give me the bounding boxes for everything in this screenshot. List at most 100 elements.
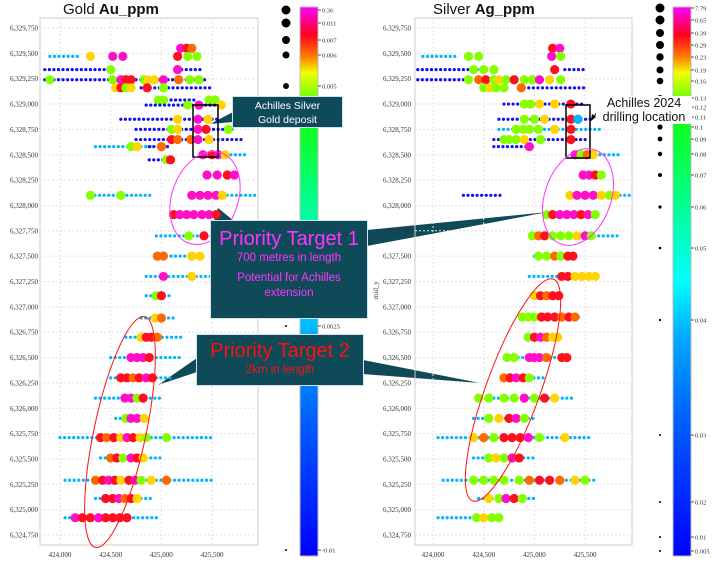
data-point — [204, 134, 214, 145]
data-point — [194, 75, 204, 85]
data-point-small — [443, 67, 447, 72]
data-point — [556, 231, 566, 241]
target1-ellipse-left — [169, 151, 241, 245]
data-point — [580, 190, 590, 200]
data-point — [174, 75, 184, 85]
y-tick-label: 6,328,000 — [383, 202, 412, 210]
data-point-small — [173, 254, 178, 258]
data-point-small — [113, 376, 117, 380]
data-point-small — [118, 355, 122, 360]
data-point — [541, 352, 552, 363]
y-tick-label: 6,329,250 — [383, 75, 412, 83]
size-legend-dot — [655, 15, 665, 25]
data-point-small — [77, 478, 81, 482]
colorbar-tick-label: 0.13 — [695, 95, 706, 102]
data-point-small — [496, 396, 501, 400]
data-point — [499, 393, 509, 403]
data-point — [185, 75, 195, 85]
data-point — [45, 75, 55, 85]
data-point-small — [169, 335, 174, 339]
target1-title: Priority Target 1 — [219, 228, 359, 250]
data-point-small — [489, 193, 493, 197]
x-tick-label: 425,000 — [523, 551, 546, 559]
size-legend-dot — [658, 318, 662, 322]
title-variable: Au_ppm — [99, 1, 159, 18]
data-point — [489, 64, 499, 75]
data-point-small — [506, 127, 510, 131]
data-point-small — [506, 102, 511, 106]
data-point-small — [81, 478, 85, 482]
y-tick-label: 6,325,250 — [383, 481, 412, 489]
data-point-small — [107, 396, 111, 400]
data-point-small — [572, 67, 576, 72]
data-point-small — [47, 67, 51, 72]
data-point-small — [541, 376, 545, 380]
data-point-small — [582, 436, 586, 440]
data-point — [556, 51, 566, 61]
data-point — [527, 75, 537, 85]
data-point-small — [163, 355, 168, 360]
data-point-small — [584, 127, 588, 131]
data-point — [509, 393, 519, 403]
data-point — [514, 475, 524, 485]
y-tick-label: 6,328,500 — [10, 151, 39, 159]
data-point — [563, 271, 573, 282]
data-point-small — [163, 376, 168, 380]
data-point — [596, 170, 606, 180]
data-point-small — [493, 193, 497, 197]
data-point-small — [563, 86, 567, 90]
data-point-small — [93, 78, 97, 82]
data-point — [222, 170, 232, 180]
data-point — [499, 83, 509, 93]
data-point — [491, 453, 501, 463]
data-point-small — [615, 234, 619, 238]
callout-line: Achilles Silver — [254, 100, 321, 112]
data-point-small — [169, 98, 173, 102]
data-point-small — [497, 117, 501, 121]
data-point-small — [476, 456, 480, 460]
data-point — [562, 209, 572, 220]
data-point-small — [225, 137, 229, 142]
data-point-small — [497, 127, 501, 131]
target2-ellipse-right — [464, 278, 562, 502]
callout-pointer-target2-left — [158, 358, 197, 385]
data-point-small — [61, 78, 65, 82]
data-point — [173, 114, 183, 124]
data-point-small — [239, 137, 243, 142]
data-point-small — [67, 436, 71, 440]
data-point — [524, 373, 534, 383]
data-point-small — [88, 67, 93, 72]
colorbar-tick-label: 0.19 — [695, 67, 706, 74]
data-point-small — [134, 137, 138, 142]
y-tick-label: 6,327,250 — [383, 278, 412, 286]
data-point-small — [176, 86, 180, 90]
data-point — [187, 43, 197, 53]
data-point-small — [174, 335, 178, 339]
size-legend-dot — [656, 41, 664, 49]
data-point-small — [610, 234, 615, 238]
data-point-small — [143, 193, 147, 197]
data-point-small — [158, 436, 162, 440]
data-point-small — [556, 137, 560, 142]
data-point — [514, 453, 524, 463]
colorbar-tick-label: 0.007 — [322, 37, 337, 44]
data-point-small — [176, 274, 180, 279]
data-point-small — [149, 103, 153, 107]
data-point-small — [159, 478, 163, 482]
data-point — [203, 114, 213, 124]
data-point-small — [193, 67, 197, 72]
data-point — [566, 114, 576, 124]
data-point-small — [147, 145, 151, 149]
data-point-small — [207, 86, 212, 90]
data-point-small — [68, 478, 72, 482]
data-point-small — [212, 127, 216, 131]
y-tick-label: 6,326,500 — [10, 354, 39, 362]
callout-pointers — [158, 112, 548, 385]
data-point-small — [103, 145, 107, 149]
colorbar-tick-label: 0.04 — [695, 317, 707, 324]
data-point-small — [166, 316, 171, 320]
data-point — [161, 475, 172, 485]
data-point-small — [536, 86, 540, 90]
data-point-small — [536, 274, 541, 279]
y-tick-label: 6,326,000 — [10, 405, 39, 413]
